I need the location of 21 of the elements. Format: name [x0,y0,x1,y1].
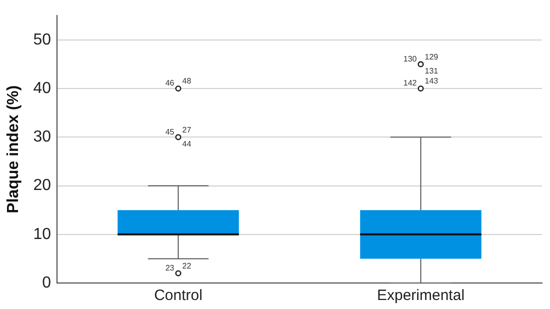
y-tick-label: 10 [33,226,52,243]
annotation: 142 [403,78,418,88]
y-tick-label: 40 [33,80,52,97]
annotation: 48 [182,76,192,86]
y-tick-label: 0 [42,274,52,292]
x-tick-label: Experimental [376,287,465,304]
y-tick-label: 50 [33,31,52,48]
x-tick-label: Control [154,287,202,304]
annotation: 131 [424,66,439,76]
annotation: 44 [182,139,192,148]
y-tick-label: 20 [33,177,52,194]
annotation: 143 [424,76,439,86]
annotation: 45 [165,127,175,136]
annotation: 130 [403,54,418,64]
annotation: 27 [182,125,192,134]
y-tick-label: 30 [33,128,52,146]
y-axis-title: Plaque index (%) [5,85,22,214]
annotation: 46 [165,78,175,88]
annotation: 129 [424,52,439,62]
annotation: 23 [165,263,175,272]
annotation: 22 [182,261,192,270]
